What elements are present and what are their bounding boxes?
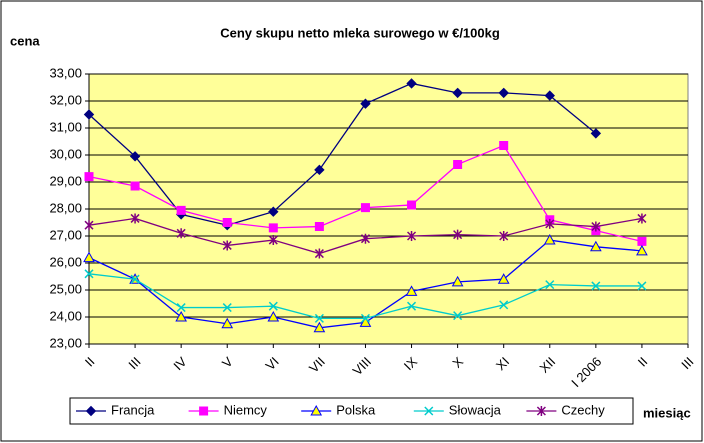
legend-marker (424, 406, 434, 416)
data-point (176, 228, 186, 239)
legend-label: Czechy (561, 402, 605, 417)
data-point (591, 221, 601, 232)
data-point (589, 240, 602, 252)
data-point (268, 206, 279, 217)
data-point (636, 244, 648, 256)
data-point (314, 248, 324, 259)
data-point (451, 275, 464, 287)
data-point (222, 218, 232, 227)
data-point (360, 233, 370, 244)
data-point (406, 78, 417, 89)
data-point (83, 251, 95, 263)
legend-label: Francja (111, 402, 155, 417)
data-point (545, 218, 555, 229)
legend-marker (85, 405, 97, 417)
data-point (313, 321, 326, 333)
data-point (637, 213, 647, 224)
legend-marker (536, 406, 546, 416)
data-point (360, 313, 370, 323)
y-tick-label: 32,00 (49, 92, 82, 107)
data-point (497, 273, 510, 284)
data-point (222, 240, 232, 251)
y-tick-label: 31,00 (49, 119, 82, 134)
y-tick-label: 28,00 (49, 200, 82, 215)
data-point (360, 98, 371, 109)
legend-label: Słowacja (449, 402, 502, 417)
data-point (453, 229, 463, 240)
y-axis-label: cena (10, 33, 40, 48)
data-point (222, 303, 232, 313)
data-point (314, 313, 324, 323)
legend-marker (199, 406, 209, 416)
data-point (453, 159, 463, 169)
data-point (176, 205, 186, 215)
data-point (175, 310, 188, 322)
x-axis-label: miesiąc (643, 405, 691, 420)
y-tick-label: 30,00 (49, 146, 82, 161)
data-point (130, 181, 140, 191)
legend-label: Polska (336, 402, 376, 417)
legend-label: Niemcy (224, 402, 268, 417)
data-point (498, 87, 509, 99)
data-point (129, 151, 141, 162)
y-tick-label: 24,00 (49, 308, 82, 323)
data-point (405, 285, 418, 296)
data-point (314, 164, 325, 176)
y-tick-label: 27,00 (49, 227, 82, 242)
data-point (84, 220, 94, 231)
data-point (407, 200, 417, 210)
data-point (130, 213, 140, 224)
data-point (637, 236, 647, 246)
data-point (176, 303, 186, 313)
data-point (268, 235, 278, 246)
data-point (453, 311, 463, 321)
data-point (84, 269, 94, 279)
data-point (84, 172, 94, 182)
data-point (268, 223, 278, 233)
data-point (544, 90, 555, 101)
y-tick-label: 33,00 (49, 65, 82, 80)
data-point (314, 222, 324, 232)
data-point (407, 231, 417, 241)
series-line (88, 82, 597, 226)
data-point (130, 274, 140, 284)
data-point (267, 310, 280, 322)
legend-marker (310, 404, 323, 416)
data-point (268, 301, 278, 311)
data-point (452, 87, 463, 99)
chart-title: Ceny skupu netto mleka surowego w €/100k… (220, 25, 500, 40)
data-point (637, 281, 647, 291)
data-point (545, 280, 555, 290)
data-point (499, 300, 509, 310)
data-point (83, 109, 95, 120)
data-point (499, 141, 509, 151)
data-point (360, 203, 370, 213)
data-point (407, 301, 417, 311)
y-tick-label: 26,00 (49, 254, 82, 269)
data-point (499, 231, 509, 241)
y-tick-label: 29,00 (49, 173, 82, 188)
data-point (543, 234, 556, 245)
y-tick-label: 25,00 (49, 281, 82, 296)
data-point (221, 317, 234, 329)
data-point (590, 128, 602, 139)
data-point (591, 281, 601, 291)
y-tick-label: 23,00 (49, 335, 82, 350)
